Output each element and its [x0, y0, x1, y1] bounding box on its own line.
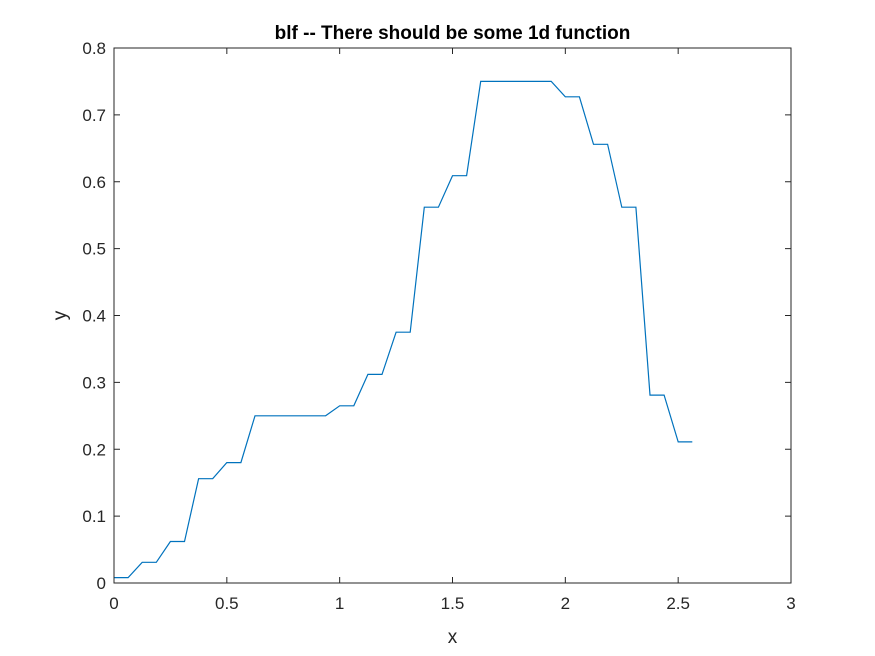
chart-title: blf -- There should be some 1d function: [275, 23, 631, 44]
x-axis-label: x: [448, 627, 458, 648]
x-tick-label: 0.5: [215, 594, 239, 613]
y-axis: 0 0.1 0.2 0.3 0.4 0.5 0.6 0.7 0.8: [82, 39, 791, 593]
y-tick-label: 0.2: [82, 440, 106, 459]
x-tick-label: 0: [109, 594, 118, 613]
x-tick-label: 1: [335, 594, 344, 613]
y-tick-label: 0.4: [82, 307, 106, 326]
y-tick-label: 0.1: [82, 507, 106, 526]
x-tick-label: 2.5: [666, 594, 690, 613]
y-tick-label: 0.3: [82, 373, 106, 392]
y-tick-label: 0.6: [82, 173, 106, 192]
axes-box: [113, 47, 792, 584]
y-tick-label: 0.7: [82, 106, 106, 125]
x-tick-label: 2: [561, 594, 570, 613]
series-line: [114, 80, 693, 579]
y-axis-label: y: [50, 310, 71, 320]
y-tick-label: 0.8: [82, 39, 106, 58]
x-tick-label: 1.5: [441, 594, 465, 613]
x-axis: 0 0.5 1 1.5 2 2.5 3: [109, 48, 796, 613]
plot-area: [113, 47, 792, 584]
y-tick-label: 0: [97, 574, 106, 593]
x-tick-label: 3: [786, 594, 795, 613]
y-tick-label: 0.5: [82, 240, 106, 259]
